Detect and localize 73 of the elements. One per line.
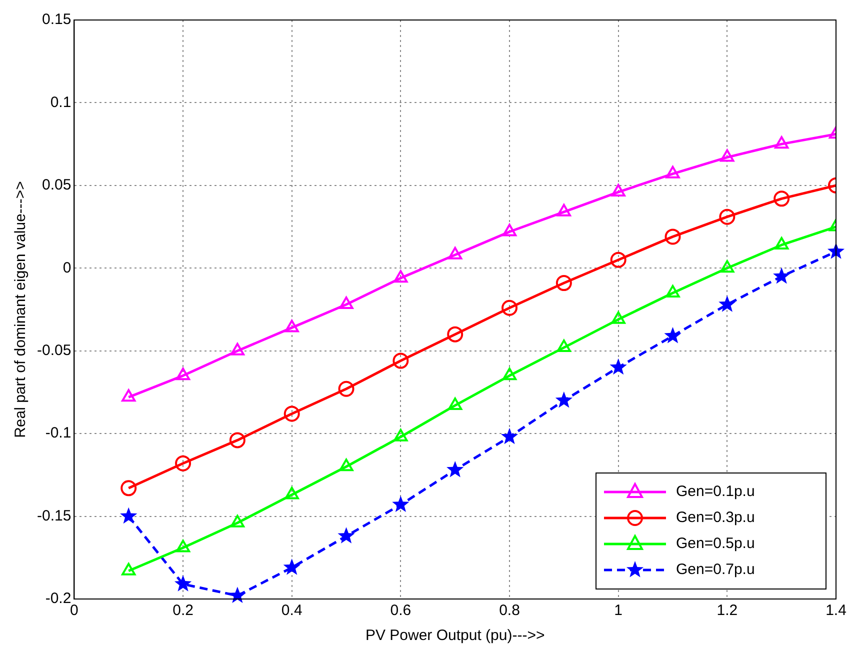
y-tick-label: 0 xyxy=(62,259,72,276)
y-tick-label: -0.1 xyxy=(45,424,72,442)
point xyxy=(175,455,192,472)
legend-label: Gen=0.7p.u xyxy=(676,561,755,578)
x-tick-label: 0.6 xyxy=(390,602,412,620)
x-tick-label: 0.4 xyxy=(281,602,302,620)
point xyxy=(502,224,517,236)
point xyxy=(176,368,190,380)
point xyxy=(664,326,682,344)
point xyxy=(338,380,354,397)
x-tick-label: 1.4 xyxy=(826,602,846,620)
point xyxy=(284,320,299,332)
point xyxy=(122,562,136,576)
point xyxy=(176,540,190,552)
y-tick-label: -0.2 xyxy=(45,590,72,608)
point xyxy=(392,496,410,512)
y-tick-label: 0.1 xyxy=(50,94,72,111)
point xyxy=(394,270,408,283)
point xyxy=(774,236,789,250)
legend-label: Gen=0.3p.u xyxy=(676,509,755,526)
point xyxy=(556,275,572,292)
point xyxy=(611,311,626,324)
x-axis-title: PV Power Output (pu)--->> xyxy=(365,627,545,644)
point xyxy=(174,575,192,592)
point xyxy=(611,184,626,197)
y-tick-label: 0.15 xyxy=(42,11,72,28)
point xyxy=(500,428,518,444)
point xyxy=(122,389,136,402)
point xyxy=(392,352,409,369)
y-tick-label: -0.05 xyxy=(36,342,72,359)
point xyxy=(719,208,736,225)
point xyxy=(610,358,627,375)
point xyxy=(230,342,244,356)
point xyxy=(339,296,354,310)
point xyxy=(230,514,244,528)
point xyxy=(718,296,736,312)
point xyxy=(446,460,464,478)
y-tick-label: 0.05 xyxy=(42,176,72,194)
point xyxy=(664,228,681,245)
point xyxy=(120,507,138,524)
point xyxy=(502,368,517,380)
point xyxy=(228,586,246,603)
x-tick-label: 1.2 xyxy=(716,602,738,620)
point xyxy=(447,326,464,342)
y-axis-title: Real part of dominant eigen value--->> xyxy=(12,180,30,438)
point xyxy=(283,558,300,575)
x-tick-label: 0.2 xyxy=(172,602,194,620)
point xyxy=(556,204,571,216)
point xyxy=(448,246,462,260)
point xyxy=(448,397,462,410)
point xyxy=(720,260,734,273)
y-tick-label: -0.15 xyxy=(36,507,72,524)
point xyxy=(229,432,246,448)
point xyxy=(555,391,572,408)
point xyxy=(394,428,408,442)
x-tick-label: 1 xyxy=(614,602,623,620)
point xyxy=(556,340,571,352)
point xyxy=(774,190,790,207)
point xyxy=(338,527,355,544)
point xyxy=(666,166,680,178)
point xyxy=(339,458,354,472)
point xyxy=(610,252,626,268)
x-tick-label: 0.8 xyxy=(499,602,520,620)
point xyxy=(120,480,137,496)
legend-label: Gen=0.5p.u xyxy=(676,535,755,552)
point xyxy=(284,486,299,500)
point xyxy=(773,267,790,284)
point xyxy=(666,284,680,298)
point xyxy=(284,406,300,422)
point xyxy=(774,136,789,149)
legend-label: Gen=0.1p.u xyxy=(676,483,755,500)
point xyxy=(720,149,734,162)
point xyxy=(502,300,518,316)
